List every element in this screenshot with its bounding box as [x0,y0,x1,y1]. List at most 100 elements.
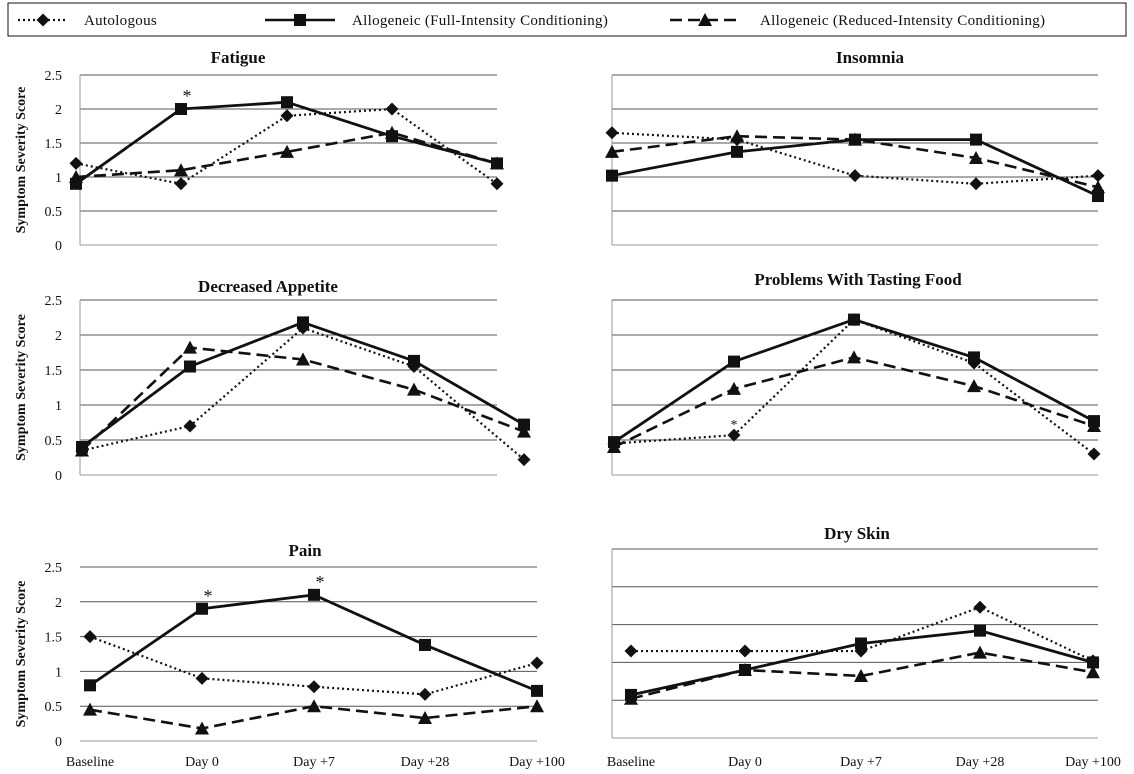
data-point-diamond [1091,169,1105,183]
data-point-triangle [605,144,619,158]
data-point-triangle [174,163,188,177]
panel-title: Insomnia [836,48,905,67]
x-tick-label: Day 0 [728,755,762,770]
data-point-diamond [174,177,188,191]
significance-asterisk: * [316,572,325,592]
legend-marker-triangle [698,13,712,26]
series-line-dotted [75,107,498,185]
data-point-diamond [730,133,744,147]
data-point-triangle [854,669,868,683]
series-diamond [75,321,531,467]
legend-label: Allogeneic (Reduced-Intensity Conditioni… [760,13,1045,29]
y-tick-label: 1.5 [45,364,63,379]
data-point-square [970,133,982,146]
legend-label: Autologous [84,13,157,29]
data-point-square [625,688,637,701]
data-point-square [70,177,82,190]
panel-dry-skin: Dry Skin Baseline Day 0 Day +7 Day +28 Day +1… [607,524,1121,770]
series-square [84,588,543,697]
data-point-triangle [1091,180,1105,194]
series-triangle [75,340,531,457]
significance-asterisk: * [183,86,192,106]
data-point-square [606,169,618,182]
data-point-diamond [183,419,197,433]
data-point-triangle [727,381,741,395]
series-square [76,316,530,453]
panel-title: Fatigue [211,48,266,67]
panel-pain: Pain 0 0.5 1 1.5 2 2.5 Symptom Severity Score Ba… [14,541,565,770]
panel-fatigue: Fatigue 0 0.5 1 1.5 2 2.5 Symptom Severity Scor… [14,48,504,254]
series-line-solid [81,320,525,449]
data-point-diamond [973,600,987,614]
y-axis-label: Symptom Severity Score [14,314,29,461]
panel-decreased-appetite: Decreased Appetite 0 0.5 1 1.5 2 2.5 Symptom Se… [14,277,531,484]
x-tick-label: Day +28 [956,755,1005,770]
data-point-diamond [517,453,531,467]
data-point-triangle [530,699,544,713]
data-point-diamond [738,644,752,658]
legend-box [7,2,1127,37]
y-tick-label: 2 [55,329,62,344]
data-point-square [1088,415,1100,428]
x-tick-label: Day +100 [509,755,565,770]
data-point-square [968,351,980,364]
panel-insomnia: Insomnia [605,48,1105,246]
series-line-solid [611,138,1099,198]
data-point-triangle [195,721,209,735]
series-triangle [69,125,504,183]
y-tick-label: 2.5 [45,294,63,309]
y-tick-label: 2 [55,596,62,611]
x-tick-label: Day 0 [185,755,219,770]
data-point-diamond [605,126,619,140]
y-tick-label: 0 [55,469,62,484]
data-point-triangle [83,702,97,716]
series-triangle [83,699,544,735]
data-point-diamond [83,630,97,644]
y-tick-label: 0.5 [45,700,63,715]
legend-item-diamond: Autologous [18,13,157,29]
data-point-diamond [1087,447,1101,461]
data-point-square [408,354,420,367]
data-point-diamond [848,169,862,183]
series-square [606,133,1104,203]
data-point-diamond [69,156,83,170]
legend-marker-square [294,14,306,26]
series-diamond [69,102,504,191]
data-point-diamond [530,656,544,670]
data-point-triangle [307,699,321,713]
data-point-triangle [1086,665,1100,679]
y-tick-label: 1 [55,171,62,186]
data-point-square [84,679,96,692]
series-line-dotted [613,318,1095,455]
data-point-square [608,436,620,449]
data-point-triangle [973,645,987,659]
y-tick-label: 0.5 [45,205,63,220]
legend: Autologous Allogeneic (Full-Intensity Con… [7,2,1127,37]
panel-title: Decreased Appetite [198,277,338,296]
data-point-square [974,624,986,637]
data-point-square [518,418,530,431]
data-point-square [731,145,743,158]
x-tick-label: Day +7 [293,755,335,770]
y-tick-label: 2 [55,103,62,118]
y-tick-label: 0 [55,239,62,254]
y-tick-label: 1.5 [45,631,63,646]
series-line-solid [613,318,1095,444]
data-point-square [175,103,187,115]
series-diamond [605,126,1105,191]
panel-title: Pain [288,541,322,560]
data-point-triangle [407,382,421,396]
significance-asterisk: * [731,418,738,433]
panel-title: Dry Skin [824,524,890,543]
data-point-triangle [418,711,432,725]
data-point-diamond [195,671,209,685]
x-tick-label: Day +7 [840,755,882,770]
data-point-diamond [385,102,399,116]
legend-item-square: Allogeneic (Full-Intensity Conditioning) [265,13,608,29]
x-tick-label: Day +100 [1065,755,1121,770]
data-point-square [849,133,861,146]
data-point-triangle [967,379,981,393]
series-square [70,96,503,190]
legend-item-triangle: Allogeneic (Reduced-Intensity Conditioni… [670,13,1045,29]
